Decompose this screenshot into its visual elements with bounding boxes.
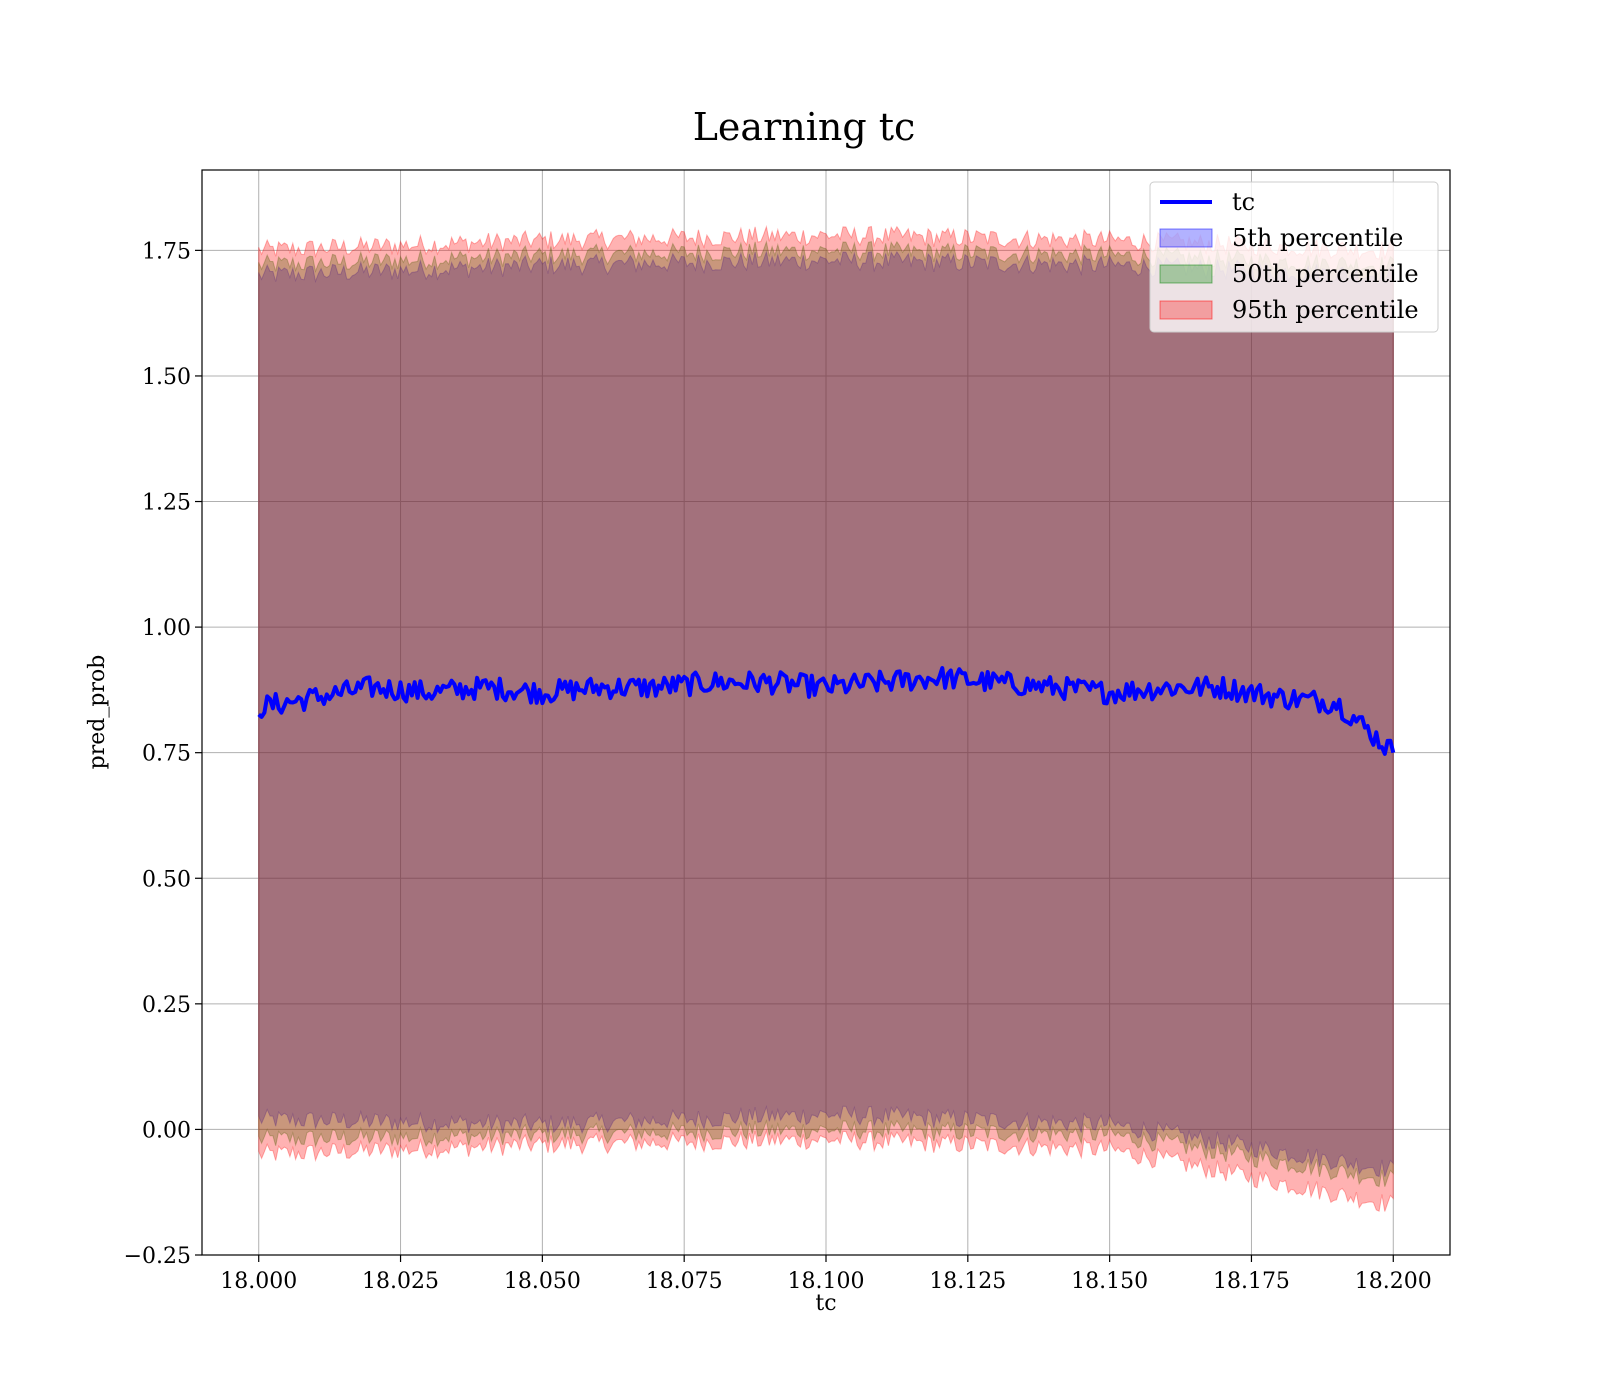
y-tick-label: 0.25 xyxy=(142,993,191,1018)
y-tick-label: 1.50 xyxy=(142,365,191,390)
legend-swatch-50th-percentile xyxy=(1159,264,1213,284)
x-tick-label: 18.100 xyxy=(788,1269,865,1294)
plot-area xyxy=(201,169,1451,1256)
y-tick-label: 0.75 xyxy=(142,742,191,767)
y-axis-ticks: −0.25 0.00 0.25 0.50 0.75 1.00 1.25 1.50 1.75 xyxy=(124,239,202,1269)
x-tick-label: 18.050 xyxy=(504,1269,581,1294)
legend-swatch-5th-percentile xyxy=(1159,228,1213,248)
x-axis-ticks: 18.000 18.025 18.050 18.075 18.100 18.125 18.1… xyxy=(220,1255,1432,1294)
legend-label: 95th percentile xyxy=(1232,296,1419,324)
x-tick-label: 18.200 xyxy=(1355,1269,1432,1294)
legend-swatch-95th-percentile xyxy=(1159,300,1213,320)
y-tick-label: 1.75 xyxy=(142,239,191,264)
legend-label: 50th percentile xyxy=(1232,260,1419,288)
chart-title: Learning tc xyxy=(693,105,916,149)
legend: tc 5th percentile 50th percentile 95th perc… xyxy=(1149,181,1439,333)
x-tick-label: 18.175 xyxy=(1213,1269,1290,1294)
x-axis-label: tc xyxy=(815,1291,836,1316)
band-50th-percentile xyxy=(258,240,1394,1188)
y-tick-label: 0.50 xyxy=(142,867,191,892)
y-tick-label: 1.25 xyxy=(142,491,191,516)
x-tick-label: 18.025 xyxy=(362,1269,439,1294)
y-tick-label: 0.00 xyxy=(142,1118,191,1143)
x-tick-label: 18.000 xyxy=(220,1269,297,1294)
x-tick-label: 18.125 xyxy=(929,1269,1006,1294)
x-tick-label: 18.075 xyxy=(646,1269,723,1294)
y-tick-label: 1.00 xyxy=(142,616,191,641)
legend-label: tc xyxy=(1232,188,1255,216)
y-tick-label: −0.25 xyxy=(124,1244,191,1269)
band-95th-percentile xyxy=(258,224,1394,1212)
legend-label: 5th percentile xyxy=(1232,224,1403,252)
band-5th-percentile xyxy=(258,250,1394,1178)
legend-frame xyxy=(1149,181,1439,333)
x-tick-label: 18.150 xyxy=(1071,1269,1148,1294)
grid xyxy=(202,170,1450,1256)
tc-line xyxy=(257,666,1396,756)
percentile-bands xyxy=(258,224,1394,1212)
y-axis-label: pred_prob xyxy=(85,655,110,770)
